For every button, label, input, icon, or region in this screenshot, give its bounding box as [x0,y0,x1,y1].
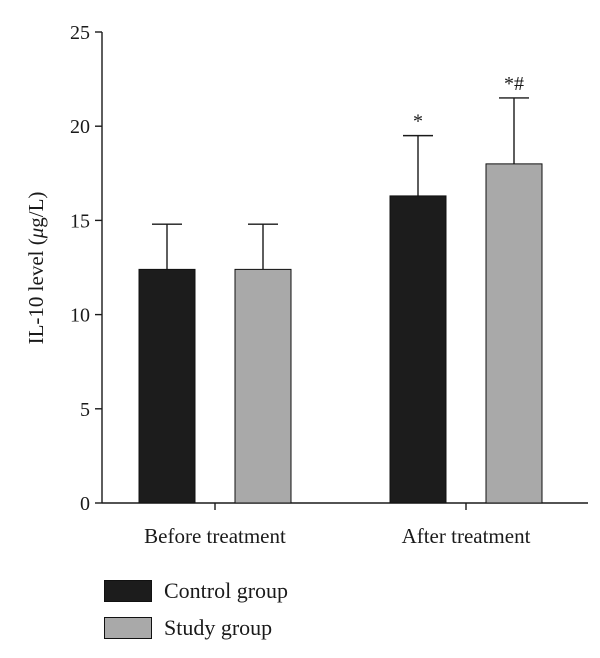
chart: 0 5 10 15 20 25 Before treatment After treatme… [24,22,588,548]
bar [234,268,292,504]
y-tick-label: 10 [70,305,90,327]
significance-marker: * [413,111,423,133]
y-tick-label: 25 [70,22,90,44]
x-category-label: After treatment [402,524,531,548]
legend-label-study: Study group [164,614,273,640]
legend: Control group Study group [104,572,288,646]
legend-swatch-study [104,616,152,639]
y-tick-label: 5 [80,399,90,421]
y-axis: 0 5 10 15 20 25 [70,22,103,515]
y-tick-label: 20 [70,116,90,138]
bar [138,268,196,504]
legend-label-control: Control group [164,577,289,603]
bar [485,163,543,504]
legend-item-study: Study group [104,609,288,646]
significance-marker: *# [504,73,524,95]
bar [389,195,447,504]
legend-item-control: Control group [104,572,288,609]
bars: * *# [138,73,543,504]
legend-swatch-control [104,579,152,602]
y-tick-label: 15 [70,210,90,232]
x-category-label: Before treatment [144,524,286,548]
x-axis: Before treatment After treatment [102,502,588,548]
y-tick-label: 0 [80,493,90,515]
y-axis-title: IL-10 level (μg/L) [24,192,48,345]
